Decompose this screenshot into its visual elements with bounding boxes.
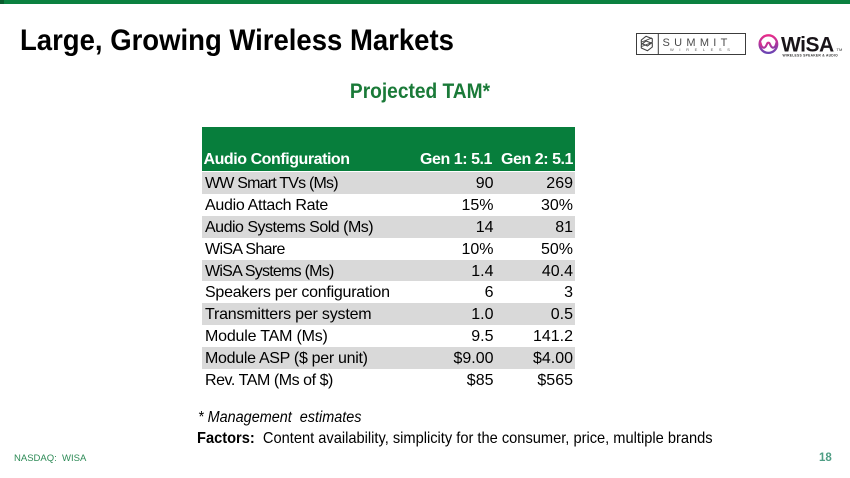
svg-text:TM: TM [837, 47, 843, 52]
svg-text:WiSA: WiSA [781, 34, 834, 57]
svg-text:SUMMIT: SUMMIT [663, 37, 732, 49]
svg-text:WIRELESS SPEAKER & AUDIO: WIRELESS SPEAKER & AUDIO [783, 53, 839, 57]
svg-text:WIRELESS: WIRELESS [670, 47, 735, 52]
